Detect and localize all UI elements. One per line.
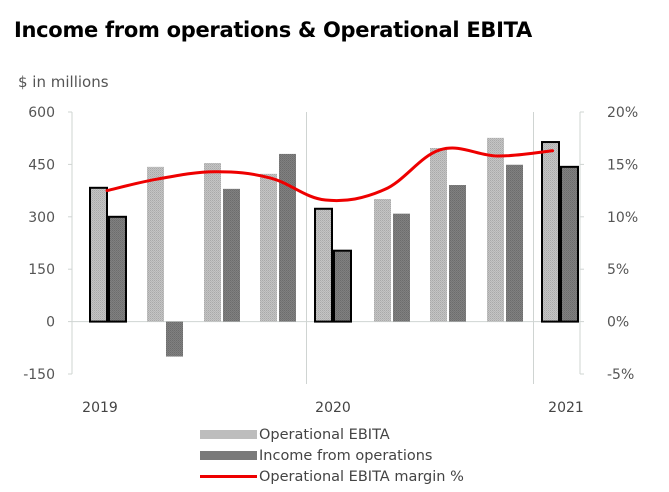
bar-operational-ebita [487,137,504,322]
bar-operational-ebita [541,141,560,323]
margin-line-path [105,146,554,203]
bar-income-from-operations [223,188,240,322]
bar-income-from-operations [560,165,579,323]
y-axis-unit-label: $ in millions [18,73,109,91]
legend-label: Income from operations [259,447,433,464]
bar-income-from-operations [393,213,410,322]
bar-operational-ebita [314,207,333,323]
chart-title: Income from operations & Operational EBI… [14,18,532,42]
left-axis-tick-label: 300 [28,210,55,226]
margin-line [105,146,554,203]
axis-labels: -150 0 150 300 450 600 -5% 0% 5% 10% 15% 20% 2019 202… [23,105,638,416]
bar-operational-ebita [147,166,164,322]
left-axis-tick-label: -150 [23,367,55,383]
bar-operational-ebita [204,163,221,322]
legend-item-income-from-operations: Income from operations [200,445,464,466]
right-axis-tick-label: 5% [607,262,629,278]
left-axis-tick-label: 150 [28,262,55,278]
right-axis-tick-label: 15% [607,157,638,173]
bar-income-from-operations [506,164,523,322]
right-axis-tick-label: -5% [607,367,634,383]
legend-label: Operational EBITA [259,426,390,443]
x-axis-year-label: 2021 [548,400,584,416]
legend-item-operational-ebita: Operational EBITA [200,424,464,445]
bar-income-from-operations [333,249,352,323]
legend-swatch-income-from-operations [200,451,257,460]
bar-income-from-operations [166,321,183,357]
bar-operational-ebita [89,186,108,323]
legend-item-ebita-margin: Operational EBITA margin % [200,466,464,487]
left-axis-tick-label: 0 [46,315,55,331]
legend-label: Operational EBITA margin % [259,468,464,485]
right-axis-tick-label: 0% [607,315,629,331]
x-axis-year-label: 2019 [82,400,118,416]
legend-swatch-ebita-margin [200,475,257,478]
bars [89,137,579,357]
bar-operational-ebita [374,198,391,322]
x-axis-year-label: 2020 [315,400,351,416]
bar-operational-ebita [430,147,447,322]
right-axis-tick-label: 20% [607,105,638,121]
left-axis-tick-label: 450 [28,157,55,173]
bar-income-from-operations [279,153,296,322]
bar-income-from-operations [108,215,127,323]
bar-operational-ebita [260,173,277,322]
left-axis-tick-label: 600 [28,105,55,121]
bar-income-from-operations [449,185,466,322]
legend-swatch-operational-ebita [200,430,257,439]
right-axis-tick-label: 10% [607,210,638,226]
legend: Operational EBITA Income from operations… [200,424,464,487]
